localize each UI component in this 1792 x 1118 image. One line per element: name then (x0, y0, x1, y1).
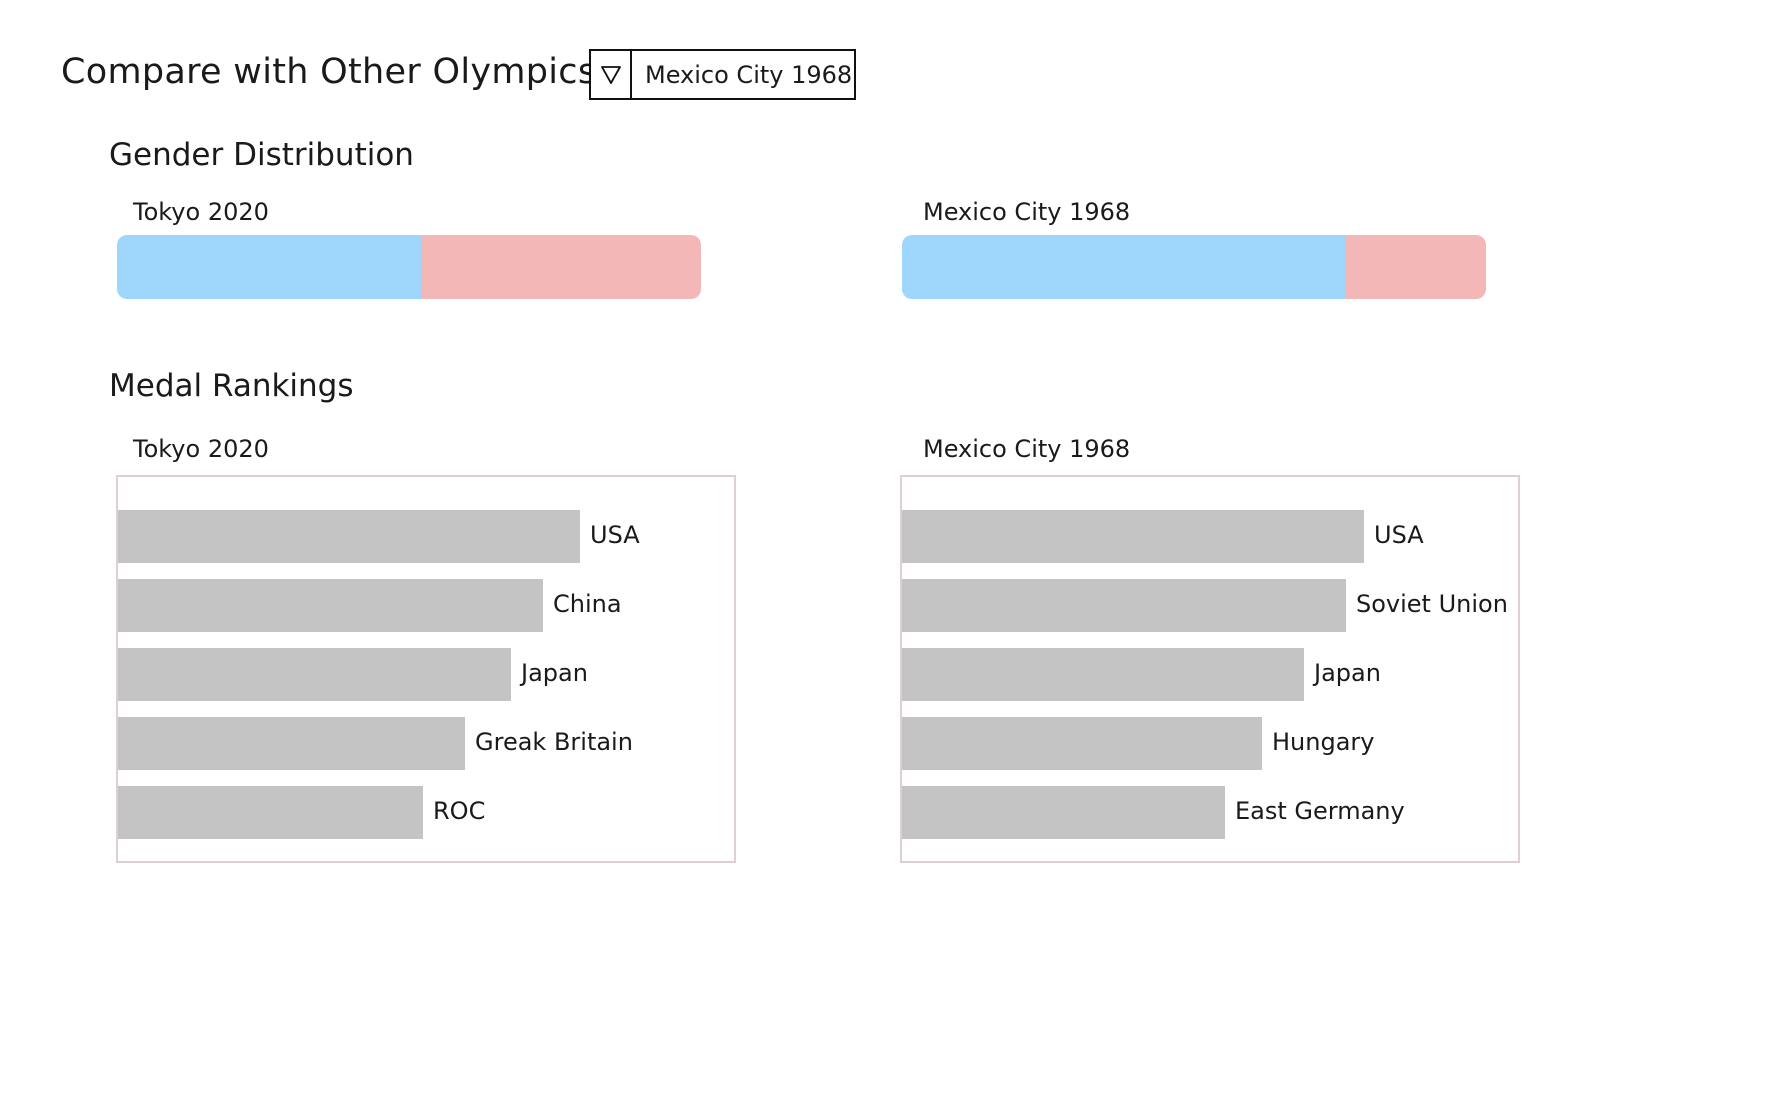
gender-bar-female-segment (1345, 235, 1486, 299)
medal-bar-japan (902, 648, 1304, 701)
medals-left-label: Tokyo 2020 (133, 435, 269, 463)
medal-country-label: Greak Britain (475, 728, 633, 756)
medal-bar-roc (118, 786, 423, 839)
medal-country-label: Japan (1314, 659, 1381, 687)
medal-country-label: East Germany (1235, 797, 1405, 825)
medal-rankings-mexico-city-1968: USA Soviet Union Japan Hungary East Germany (900, 475, 1520, 863)
medal-bar-hungary (902, 717, 1262, 770)
gender-bar-tokyo-2020 (117, 235, 701, 299)
medal-rankings-tokyo-2020: USA China Japan Greak Britain ROC (116, 475, 736, 863)
olympics-select-dropdown[interactable]: Mexico City 1968 (589, 49, 856, 100)
triangle-down-icon[interactable] (591, 51, 632, 98)
medal-bar-soviet-union (902, 579, 1346, 632)
medals-right-label: Mexico City 1968 (923, 435, 1131, 463)
medal-bar-china (118, 579, 543, 632)
gender-bar-male-segment (117, 235, 421, 299)
gender-right-label: Mexico City 1968 (923, 198, 1131, 226)
medal-country-label: Hungary (1272, 728, 1375, 756)
medal-bar-usa (902, 510, 1364, 563)
medal-country-label: Japan (521, 659, 588, 687)
medal-country-label: USA (590, 521, 640, 549)
page-title: Compare with Other Olympics (61, 52, 597, 92)
gender-left-label: Tokyo 2020 (133, 198, 269, 226)
medal-country-label: China (553, 590, 622, 618)
gender-bar-female-segment (420, 235, 701, 299)
gender-bar-male-segment (902, 235, 1346, 299)
medal-bar-east-germany (902, 786, 1225, 839)
medal-country-label: ROC (433, 797, 486, 825)
medal-bar-usa (118, 510, 580, 563)
gender-bar-mexico-city-1968 (902, 235, 1486, 299)
medal-country-label: Soviet Union (1356, 590, 1508, 618)
medal-bar-japan (118, 648, 511, 701)
medal-rankings-title: Medal Rankings (109, 368, 354, 404)
medal-bar-greak-britain (118, 717, 465, 770)
gender-distribution-title: Gender Distribution (109, 137, 414, 173)
medal-country-label: USA (1374, 521, 1424, 549)
olympics-select-value[interactable]: Mexico City 1968 (645, 60, 853, 89)
